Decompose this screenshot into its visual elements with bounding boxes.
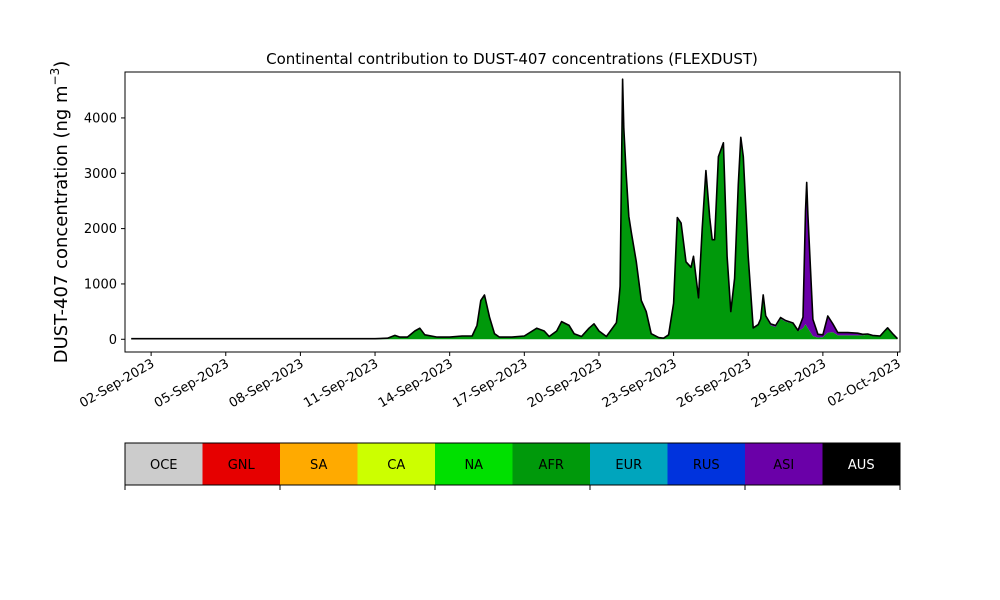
y-axis-label-exponent: −3 <box>48 68 62 86</box>
legend-label-afr: AFR <box>539 458 564 473</box>
y-axis-label: DUST-407 concentration (ng m−3) <box>48 61 72 364</box>
legend-swatch-asi <box>745 443 823 485</box>
legend-swatch-eur <box>590 443 668 485</box>
legend-label-asi: ASI <box>773 458 794 473</box>
legend-swatch-sa <box>280 443 358 485</box>
legend-label-ca: CA <box>387 458 405 473</box>
y-tick-label: 4000 <box>84 111 117 126</box>
legend-swatch-ca <box>357 443 436 485</box>
legend-label-sa: SA <box>310 458 327 473</box>
plot-area-series <box>131 79 898 340</box>
plot-frame <box>124 71 901 353</box>
legend-frame <box>124 442 901 486</box>
y-tick-label: 1000 <box>84 277 117 292</box>
legend-label-oce: OCE <box>150 458 178 473</box>
legend-label-aus: AUS <box>848 458 875 473</box>
legend-swatch-oce <box>125 443 203 485</box>
chart-title: Continental contribution to DUST-407 con… <box>266 50 758 68</box>
y-tick-label: 3000 <box>84 167 117 182</box>
y-tick-label: 0 <box>109 333 117 348</box>
region-colorbar-legend: OCE GNL SA CA NA AFR EUR RUS ASI AUS <box>124 442 901 490</box>
legend-swatch-afr <box>512 443 591 485</box>
legend-label-gnl: GNL <box>228 458 256 473</box>
y-tick-label: 2000 <box>84 222 117 237</box>
y-axis-label-close: ) <box>51 61 72 68</box>
legend-swatch-aus <box>822 443 901 485</box>
plot-total-outline <box>131 78 899 340</box>
total-concentration-line <box>131 78 899 340</box>
legend-swatch-rus <box>667 443 746 485</box>
legend-label-na: NA <box>464 458 483 473</box>
legend-label-eur: EUR <box>615 458 642 473</box>
legend-swatch-na <box>435 443 513 485</box>
y-axis-label-main: DUST-407 concentration (ng m <box>51 85 72 363</box>
y-axis: 0 1000 2000 3000 4000 <box>84 111 125 348</box>
area-series-afr <box>131 95 898 340</box>
legend-swatch-gnl <box>202 443 281 485</box>
legend-label-rus: RUS <box>693 458 720 473</box>
